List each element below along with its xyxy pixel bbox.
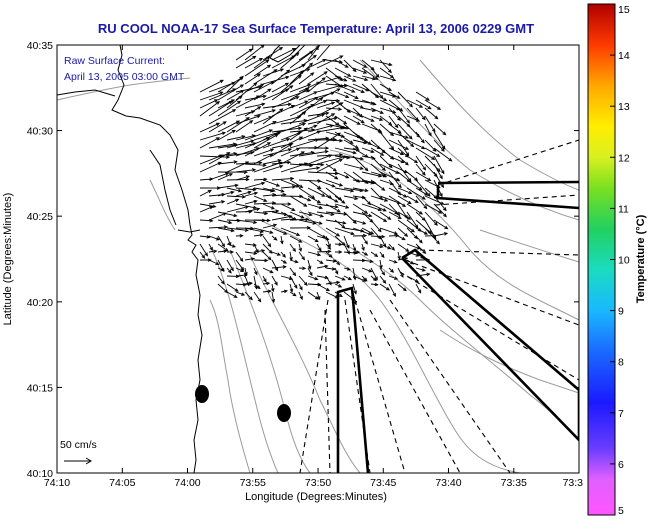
figure-title: RU COOL NOAA-17 Sea Surface Temperature:… <box>98 21 534 36</box>
x-tick-label: 73:55 <box>240 477 266 489</box>
buoy-marker-west <box>195 385 209 403</box>
x-axis-ticks: 74:10 74:05 74:00 73:55 73:50 73:45 73:40 73:35… <box>44 45 583 489</box>
colorbar-tick-label: 11 <box>618 203 629 215</box>
x-axis-label: Longitude (Degrees:Minutes) <box>245 491 387 503</box>
y-tick-label: 40:35 <box>27 40 53 52</box>
x-tick-label: 73:40 <box>435 477 461 489</box>
colorbar-tick-label: 5 <box>618 505 624 517</box>
x-tick-label: 74:00 <box>174 477 200 489</box>
scale-arrow-label: 50 cm/s <box>60 439 97 451</box>
y-axis-label: Latitude (Degrees:Minutes) <box>2 193 14 326</box>
surface-current-vectors <box>199 45 453 306</box>
y-axis-ticks: 40:35 40:30 40:25 40:20 40:15 40:10 <box>27 40 579 480</box>
colorbar-tick-label: 15 <box>618 4 630 16</box>
colorbar-tick-label: 13 <box>618 101 630 113</box>
colorbar-tick-label: 10 <box>618 255 630 267</box>
y-tick-label: 40:15 <box>27 382 53 394</box>
colorbar-label: Temperature (°C) <box>635 214 647 303</box>
x-tick-label: 73:50 <box>305 477 331 489</box>
x-tick-label: 74:10 <box>44 477 70 489</box>
x-tick-label: 74:05 <box>109 477 135 489</box>
map-plot-area: 50 cm/s Raw Surface Current: April 13, 2… <box>57 45 579 473</box>
y-tick-label: 40:20 <box>27 297 53 309</box>
y-tick-label: 40:25 <box>27 211 53 223</box>
inset-line-2: April 13, 2005 03:00 GMT <box>64 71 185 83</box>
colorbar-tick-label: 12 <box>618 152 630 164</box>
buoy-marker-east <box>277 404 291 422</box>
colorbar-tick-label: 6 <box>618 459 624 471</box>
coastline <box>57 45 301 473</box>
x-tick-label: 73:45 <box>370 477 396 489</box>
colorbar-tick-label: 8 <box>618 357 624 369</box>
x-tick-label: 73:35 <box>501 477 527 489</box>
colorbar-ticks: 15 14 13 12 11 10 9 8 7 6 5 <box>610 3 630 517</box>
x-tick-label: 73:3 <box>563 477 584 489</box>
inset-line-1: Raw Surface Current: <box>64 55 165 67</box>
colorbar-tick-label: 7 <box>618 408 624 420</box>
sampling-tracks <box>336 180 579 473</box>
colorbar-tick-label: 14 <box>618 50 630 62</box>
land-mass <box>57 45 300 473</box>
y-tick-label: 40:30 <box>27 126 53 138</box>
colorbar-tick-label: 9 <box>618 306 624 318</box>
scale-arrow-icon <box>64 457 92 465</box>
y-tick-label: 40:10 <box>27 468 53 480</box>
